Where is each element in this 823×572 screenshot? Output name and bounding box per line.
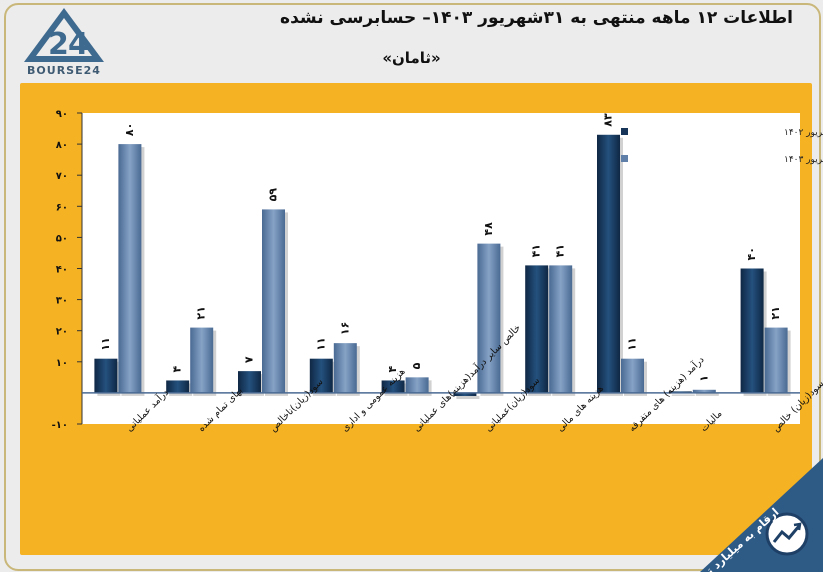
data-label: ۱۱ bbox=[314, 337, 327, 350]
data-label: ۱۶ bbox=[338, 322, 351, 335]
legend-label-1: عملکرد منتهی به شهریور ۱۴۰۲ bbox=[784, 128, 823, 138]
y-tick-label: ۹۰ bbox=[56, 109, 68, 120]
y-tick-label: ۵۰ bbox=[56, 233, 68, 244]
bar-series-2 bbox=[621, 358, 644, 393]
bar-series-2 bbox=[333, 343, 357, 393]
logo-triangle-icon: 2 4 bbox=[24, 8, 104, 62]
bar-series-2 bbox=[692, 389, 716, 393]
legend-label-2: عملکرد منتهی به شهریور ۱۴۰۳ bbox=[784, 155, 823, 165]
data-label: ۴۱ bbox=[554, 244, 567, 257]
data-label: ۵۹ bbox=[267, 188, 280, 202]
data-label: ۸۳ bbox=[602, 113, 615, 127]
bar-series-2 bbox=[262, 209, 285, 393]
bar-series-1 bbox=[166, 380, 190, 393]
data-label: ۷ bbox=[243, 356, 256, 363]
bar-series-1 bbox=[740, 268, 764, 393]
y-tick-label: ۶۰ bbox=[56, 202, 68, 213]
bar-series-2 bbox=[405, 377, 429, 393]
data-label: ۴ bbox=[171, 365, 184, 372]
page-title: اطلاعات ۱۲ ماهه منتهی به ۳۱شهریور ۱۴۰۳– … bbox=[280, 8, 793, 28]
data-label: ۴۰ bbox=[745, 247, 758, 260]
y-tick-label: ۳۰ bbox=[56, 296, 68, 307]
legend-swatch-1 bbox=[621, 128, 628, 135]
logo-text: BOURSE24 bbox=[27, 64, 101, 77]
bar-shadow bbox=[456, 395, 480, 400]
data-label: ۲۱ bbox=[195, 306, 208, 319]
bar-shadow bbox=[671, 394, 695, 396]
svg-text:4: 4 bbox=[68, 27, 89, 62]
bar-series-2 bbox=[549, 265, 573, 393]
svg-text:2: 2 bbox=[48, 27, 69, 62]
legend-swatch-2 bbox=[621, 155, 628, 162]
y-tick-label: ۴۰ bbox=[56, 265, 68, 276]
plot-area bbox=[82, 113, 800, 424]
legend: عملکرد منتهی به شهریور ۱۴۰۲ عملکرد منتهی… bbox=[621, 128, 823, 165]
bar-series-1 bbox=[309, 358, 333, 393]
bar-series-2 bbox=[764, 327, 788, 393]
bar-shadow bbox=[695, 392, 719, 396]
bar-series-1 bbox=[453, 392, 477, 397]
data-label: ۴ bbox=[386, 365, 399, 372]
bar-series-1 bbox=[238, 371, 261, 393]
data-label: ۲۱ bbox=[769, 306, 782, 319]
bar-series-2 bbox=[190, 327, 214, 393]
bar-series-2 bbox=[118, 144, 142, 393]
data-label: ۴۱ bbox=[530, 244, 543, 257]
data-label: ۴۸ bbox=[482, 222, 495, 236]
y-tick-label: ۷۰ bbox=[56, 171, 68, 182]
page-subtitle: «ثامان» bbox=[382, 49, 441, 67]
data-label: ۱۱ bbox=[99, 337, 112, 350]
bar-series-1 bbox=[525, 265, 549, 393]
bar-series-1 bbox=[597, 134, 620, 393]
y-tick-label: -۱۰ bbox=[52, 420, 68, 431]
data-label: ۱۱ bbox=[626, 337, 639, 350]
bar-series-1 bbox=[381, 380, 405, 393]
bar-series-1 bbox=[94, 358, 118, 393]
bourse24-logo: 2 4 BOURSE24 bbox=[18, 4, 110, 80]
data-label: ۱ bbox=[697, 375, 710, 382]
y-tick-label: ۲۰ bbox=[56, 327, 68, 338]
bar-series-2 bbox=[477, 243, 501, 393]
data-label: ۵ bbox=[410, 362, 423, 369]
y-tick-label: ۸۰ bbox=[56, 140, 68, 151]
y-tick-label: ۱۰ bbox=[56, 358, 68, 369]
data-label: ۸۰ bbox=[123, 123, 136, 136]
units-note: ارقام به میلیارد تومان bbox=[684, 458, 823, 572]
